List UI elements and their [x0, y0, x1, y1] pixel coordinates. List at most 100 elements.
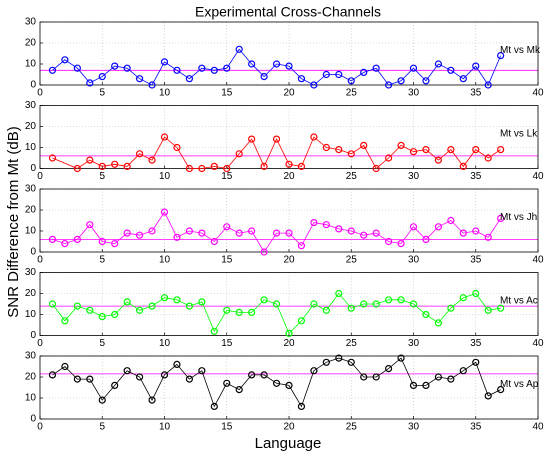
marker	[160, 294, 169, 302]
marker	[372, 373, 380, 381]
marker	[409, 148, 418, 156]
y-tick-label: 20	[25, 205, 37, 216]
plot-area	[40, 22, 538, 85]
marker	[409, 381, 418, 389]
marker	[223, 306, 231, 314]
marker	[310, 219, 318, 227]
marker	[497, 51, 505, 60]
marker	[260, 162, 268, 170]
marker	[347, 304, 355, 312]
marker	[434, 223, 442, 231]
marker	[248, 135, 256, 143]
marker	[335, 70, 343, 79]
x-tick-label: 20	[283, 338, 295, 349]
y-tick-label: 30	[25, 351, 37, 362]
marker	[136, 373, 144, 381]
plot-frame	[39, 188, 539, 253]
marker	[260, 296, 268, 304]
marker	[136, 231, 144, 239]
marker	[73, 164, 81, 173]
marker	[98, 72, 106, 81]
marker	[360, 231, 368, 239]
marker	[148, 156, 156, 164]
marker	[310, 367, 318, 375]
marker	[123, 298, 131, 306]
marker	[260, 72, 268, 81]
marker	[447, 146, 455, 154]
marker	[322, 306, 330, 314]
y-tick-label: 20	[25, 288, 37, 299]
marker	[185, 75, 193, 83]
marker	[285, 160, 293, 168]
marker	[310, 300, 318, 308]
marker	[98, 237, 106, 246]
x-tick-label: 0	[37, 88, 43, 99]
marker	[210, 237, 218, 246]
marker	[111, 62, 119, 70]
marker	[272, 229, 281, 237]
marker	[260, 371, 268, 379]
marker	[123, 367, 131, 375]
marker	[173, 143, 181, 152]
x-axis-label: Language	[255, 435, 322, 452]
series-line	[52, 357, 501, 408]
marker	[385, 237, 393, 246]
marker	[173, 233, 181, 241]
x-tick-label: 40	[532, 338, 544, 349]
marker	[447, 304, 455, 312]
marker	[123, 64, 131, 72]
marker	[347, 77, 355, 85]
marker	[148, 302, 156, 310]
x-tick-label: 5	[99, 255, 105, 266]
marker	[385, 365, 393, 373]
marker	[123, 162, 131, 170]
marker	[409, 64, 418, 72]
marker	[272, 135, 281, 143]
plot-frame	[39, 272, 539, 336]
marker	[335, 225, 343, 233]
series-label: Mt vs Ac	[500, 295, 538, 306]
x-tick-label: 15	[221, 88, 233, 99]
y-tick-label: 20	[25, 121, 37, 132]
marker	[210, 66, 218, 74]
plot-frame	[39, 355, 539, 420]
marker	[459, 367, 467, 375]
x-tick-label: 5	[99, 171, 105, 182]
x-tick-label: 35	[470, 338, 482, 349]
y-tick-label: 20	[25, 38, 37, 49]
marker	[422, 235, 430, 243]
x-tick-label: 15	[221, 338, 233, 349]
marker	[397, 141, 405, 149]
marker	[322, 221, 330, 229]
marker	[98, 313, 106, 321]
marker	[497, 214, 505, 222]
marker	[285, 329, 293, 337]
marker	[235, 308, 243, 316]
x-tick-label: 0	[37, 255, 43, 266]
marker	[310, 133, 318, 141]
y-tick-label: 30	[25, 267, 37, 278]
x-tick-label: 0	[37, 338, 43, 349]
marker	[397, 240, 405, 248]
marker	[285, 62, 293, 70]
x-tick-label: 5	[99, 338, 105, 349]
x-tick-label: 30	[408, 171, 420, 182]
series-label: Mt vs Ap	[500, 379, 539, 390]
marker	[297, 317, 306, 325]
x-tick-label: 30	[408, 422, 420, 433]
marker	[210, 402, 218, 410]
marker	[223, 223, 231, 231]
marker	[447, 375, 455, 383]
marker	[86, 306, 94, 314]
y-tick-label: 30	[25, 100, 37, 111]
marker	[347, 358, 355, 366]
marker	[322, 358, 330, 366]
marker	[73, 375, 81, 383]
marker	[248, 371, 256, 379]
y-tick-label: 10	[25, 59, 37, 70]
marker	[61, 240, 69, 248]
x-tick-label: 0	[37, 171, 43, 182]
x-tick-label: 10	[159, 255, 171, 266]
x-tick-label: 25	[346, 422, 358, 433]
marker	[185, 302, 193, 310]
